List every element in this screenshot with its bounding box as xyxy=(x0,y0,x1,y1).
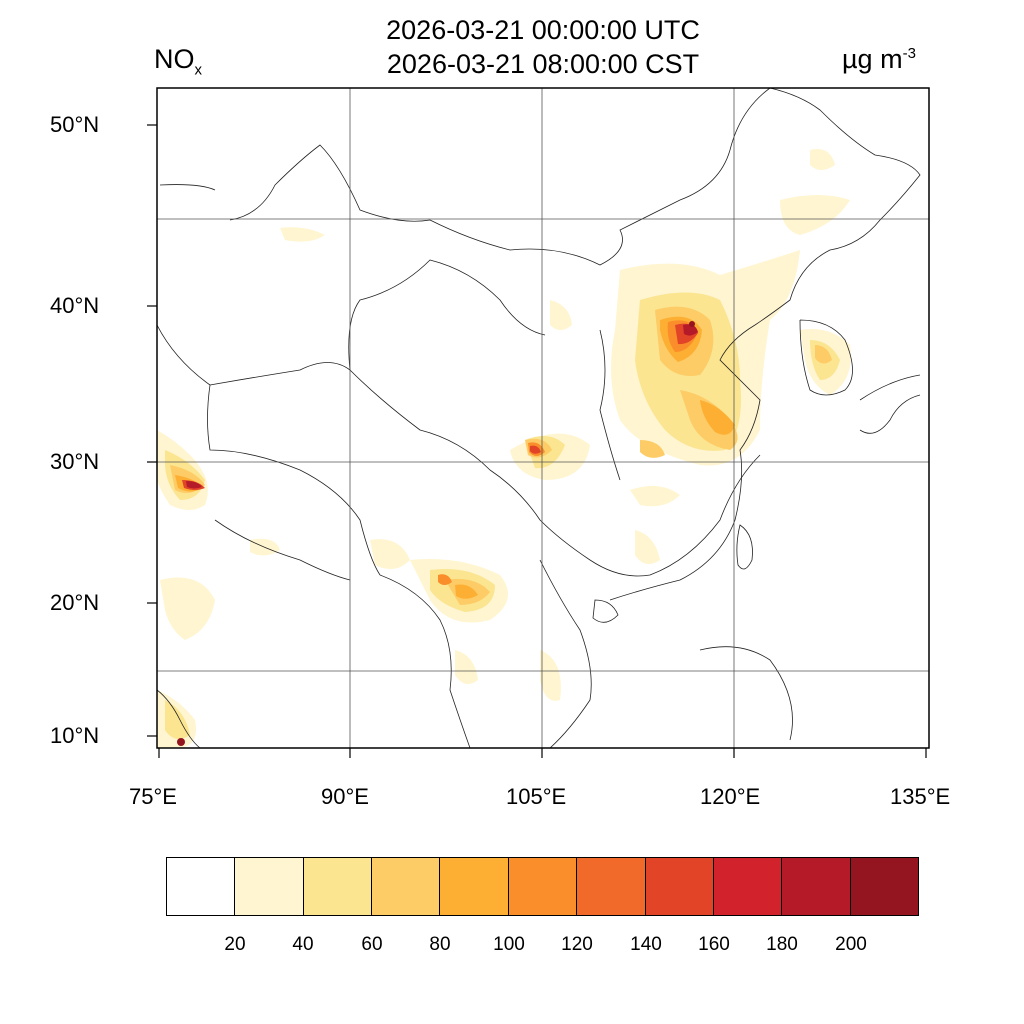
legend-tick-100: 100 xyxy=(493,934,525,955)
concentration-field xyxy=(157,149,851,748)
lon-label-120e: 120°E xyxy=(700,784,761,809)
colorbar-bin xyxy=(850,858,918,915)
legend-tick-20: 20 xyxy=(224,934,246,955)
legend-tick-200: 200 xyxy=(835,934,867,955)
units-sup: -3 xyxy=(902,45,916,62)
title-utc: 2026-03-21 00:00:00 UTC xyxy=(386,15,700,45)
colorbar-bin xyxy=(508,858,578,915)
colorbar-bin xyxy=(167,858,236,915)
legend-tick-140: 140 xyxy=(630,934,662,955)
legend-tick-40: 40 xyxy=(292,934,314,955)
legend-tick-180: 180 xyxy=(766,934,798,955)
lat-label-50n: 50°N xyxy=(50,112,100,137)
species-sub: x xyxy=(194,61,203,79)
colorbar-bin xyxy=(235,858,304,915)
species-label: NOx xyxy=(154,44,202,78)
map-frame xyxy=(156,87,930,749)
legend-tick-60: 60 xyxy=(361,934,383,955)
colorbar-bin xyxy=(645,858,714,915)
legend-tick-120: 120 xyxy=(561,934,593,955)
legend-tick-80: 80 xyxy=(429,934,451,955)
species-main: NO xyxy=(154,44,195,74)
units-main: µg m xyxy=(842,44,903,74)
borders xyxy=(157,88,921,748)
map-panel xyxy=(147,87,930,758)
colorbar-bin xyxy=(713,858,783,915)
legend-tick-160: 160 xyxy=(698,934,730,955)
lon-label-135e: 135°E xyxy=(890,784,951,809)
colorbar xyxy=(166,857,919,916)
colorbar-bin xyxy=(782,858,851,915)
colorbar-bin xyxy=(577,858,646,915)
units-label: µg m-3 xyxy=(842,44,916,75)
lat-label-30n: 30°N xyxy=(50,449,100,474)
colorbar-bin xyxy=(303,858,373,915)
lon-label-90e: 90°E xyxy=(321,784,369,809)
lat-label-20n: 20°N xyxy=(50,590,100,615)
tick-marks xyxy=(147,124,927,758)
colorbar-bin xyxy=(440,858,509,915)
lat-label-10n: 10°N xyxy=(50,723,100,748)
lon-label-105e: 105°E xyxy=(506,784,567,809)
colorbar-bin xyxy=(372,858,441,915)
gridlines xyxy=(157,88,929,748)
lat-label-40n: 40°N xyxy=(50,293,100,318)
lon-label-75e: 75°E xyxy=(129,784,177,809)
title-cst: 2026-03-21 08:00:00 CST xyxy=(386,49,700,79)
